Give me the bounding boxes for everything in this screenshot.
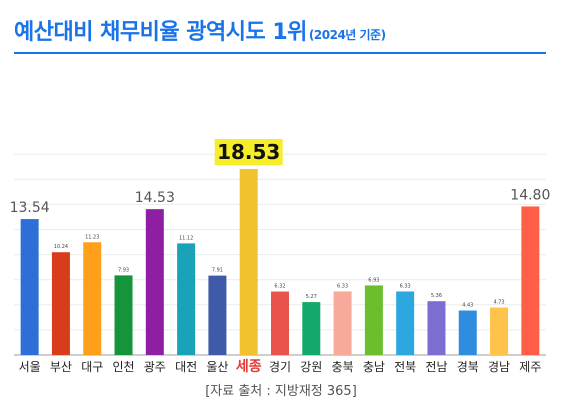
bars	[20, 169, 540, 355]
bar	[20, 219, 39, 355]
category-label: 대구	[81, 360, 103, 374]
category-label: 충북	[332, 360, 354, 374]
bar	[177, 243, 196, 355]
category-label: 부산	[50, 360, 72, 374]
value-labels: 13.54 10.24 11.23 7.93 14.53 11.12 7.91 18.53 6.…	[10, 139, 550, 309]
category-label: 인천	[112, 359, 134, 374]
value-label: 13.54	[10, 200, 50, 216]
chart-subtitle: (2024년 기준)	[308, 28, 386, 42]
category-label: 충남	[363, 360, 385, 374]
bar	[145, 209, 164, 355]
category-label: 제주	[519, 360, 541, 374]
value-label: 6.32	[274, 284, 285, 290]
value-label: 6.33	[337, 283, 348, 289]
category-label: 세종	[236, 359, 262, 375]
value-label: 14.80	[510, 187, 550, 203]
bar	[427, 301, 446, 355]
bar	[114, 275, 133, 355]
title-underline	[14, 52, 546, 54]
value-label: 5.36	[431, 293, 442, 299]
value-label: 4.43	[462, 303, 473, 309]
bar	[83, 242, 102, 355]
value-label: 10.24	[54, 244, 68, 250]
value-label: 14.53	[135, 190, 175, 206]
category-label: 대전	[175, 360, 197, 374]
bar	[396, 291, 415, 355]
category-label: 경북	[457, 360, 479, 374]
highlight-label-box	[214, 139, 283, 165]
value-label: 11.12	[179, 235, 193, 241]
bar	[51, 252, 70, 355]
bar	[364, 285, 383, 355]
bar	[333, 291, 352, 355]
category-label: 전남	[425, 360, 447, 374]
value-label: 6.33	[400, 283, 411, 289]
value-label: 7.91	[212, 268, 223, 274]
value-label: 7.93	[118, 267, 129, 273]
value-label: 4.73	[493, 300, 504, 306]
value-label: 5.27	[306, 294, 317, 300]
bar	[208, 275, 227, 355]
category-label: 경남	[488, 360, 510, 374]
category-label: 서울	[19, 360, 41, 374]
value-label: 18.53	[217, 140, 280, 164]
bar	[490, 307, 509, 355]
category-label: 전북	[394, 360, 416, 374]
value-label: 11.23	[85, 234, 99, 240]
bar	[271, 291, 289, 355]
bar	[521, 206, 540, 355]
category-label: 울산	[206, 360, 228, 374]
bar	[458, 310, 477, 355]
chart-title-text: 예산대비 채무비율 광역시도 1위	[14, 20, 307, 45]
bar	[302, 302, 321, 355]
category-label: 광주	[144, 360, 166, 374]
bar	[239, 169, 258, 355]
chart-title: 예산대비 채무비율 광역시도 1위 (2024년 기준)	[14, 14, 386, 46]
category-label: 경기	[269, 360, 291, 374]
category-labels: 서울 부산 대구 인천 광주 대전 울산 세종 경기 강원 충북 충남 전북 전남 경북 경남 제주	[19, 359, 542, 375]
source-note: [자료 출처 : 지방재정 365]	[205, 384, 357, 399]
value-label: 6.93	[368, 277, 379, 283]
category-label: 강원	[300, 360, 322, 374]
